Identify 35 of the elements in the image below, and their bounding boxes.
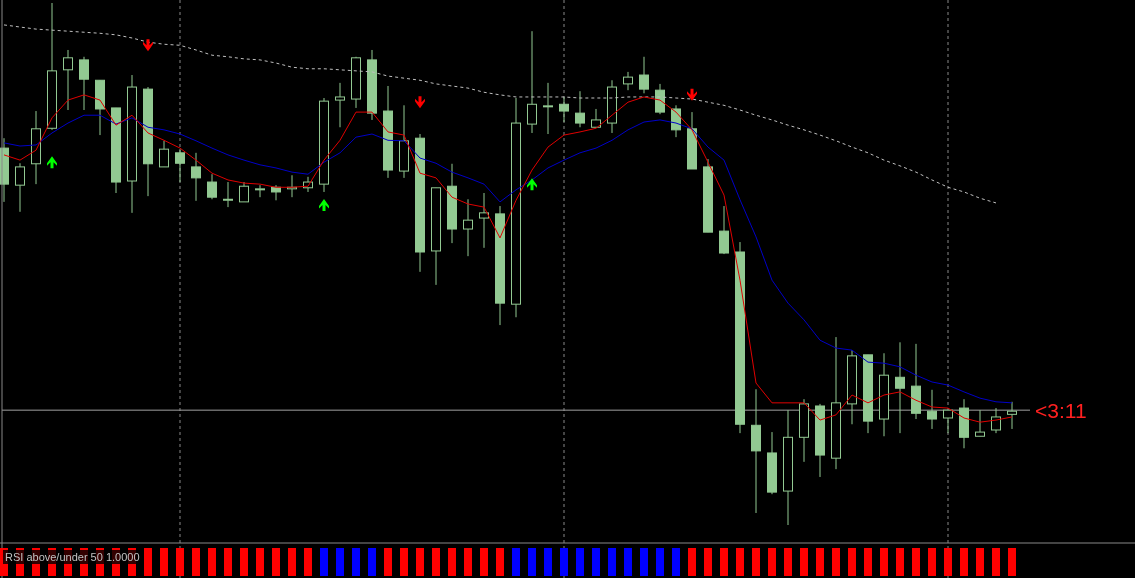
candlestick <box>895 341 905 434</box>
point <box>319 199 329 212</box>
candlestick <box>575 90 585 128</box>
candlestick <box>479 192 489 249</box>
candlestick <box>1007 401 1017 430</box>
point <box>47 156 57 169</box>
candlestick <box>927 389 937 430</box>
candlestick <box>463 198 473 257</box>
candlestick <box>223 181 233 208</box>
candlestick <box>159 140 169 168</box>
text: <3:11 <box>1035 399 1087 423</box>
candlestick <box>623 71 633 91</box>
candlestick <box>255 184 265 198</box>
candlestick <box>207 173 217 200</box>
candlestick <box>991 407 1001 434</box>
candlestick <box>943 409 953 434</box>
point <box>143 39 153 52</box>
point <box>415 96 425 109</box>
candlestick <box>175 148 185 183</box>
candlestick <box>559 96 569 123</box>
point <box>527 178 537 191</box>
candlestick <box>543 82 553 135</box>
candlestick <box>655 83 665 115</box>
candlestick <box>975 409 985 437</box>
candlestick <box>191 152 201 202</box>
chart-title: RSI above/under 50 1.0000 <box>5 551 140 563</box>
candlestick <box>335 82 345 128</box>
candlestick <box>79 56 89 111</box>
candlestick <box>15 162 25 213</box>
candlestick <box>63 49 73 111</box>
candlestick <box>719 205 729 255</box>
point <box>687 88 697 101</box>
candlestick <box>639 56 649 94</box>
candlestick <box>527 30 537 134</box>
candlestick <box>239 181 249 203</box>
